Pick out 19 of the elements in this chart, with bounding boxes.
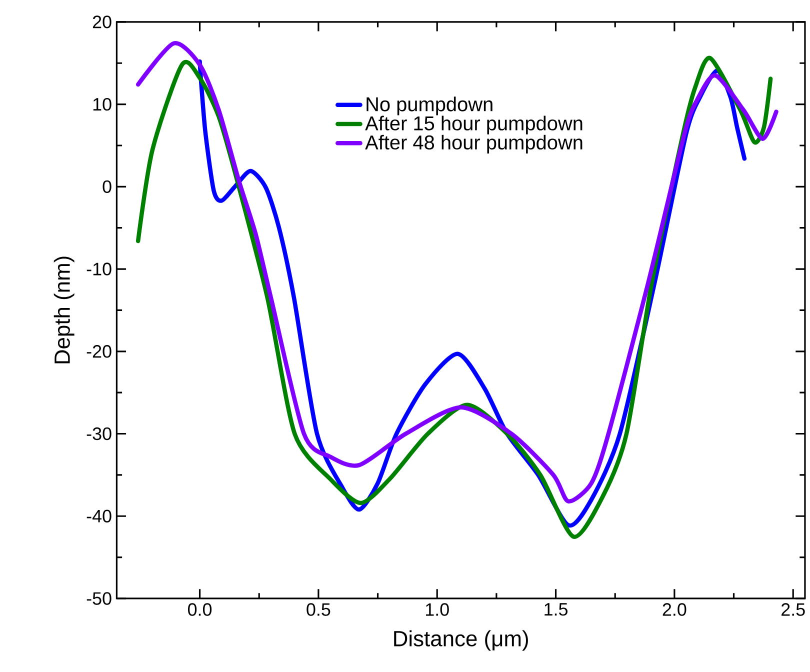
y-tick-label: -20	[86, 344, 112, 358]
legend-label: No pumpdown	[366, 96, 492, 116]
x-tick-label: 0.5	[306, 603, 330, 616]
x-axis-title: Distance (μm)	[394, 630, 528, 651]
y-tick-label: 0	[102, 180, 112, 193]
x-tick-label: 0.0	[188, 603, 212, 616]
y-tick-label: -10	[86, 262, 112, 276]
legend-label: After 48 hour pumpdown	[365, 134, 582, 154]
x-tick-label: 2.5	[782, 603, 805, 616]
y-axis-title: Depth (nm)	[54, 256, 74, 364]
y-tick-label: -50	[86, 592, 112, 605]
y-tick-label: -40	[86, 510, 112, 522]
y-tick-label: 10	[93, 98, 112, 111]
x-tick-label: 1.0	[426, 603, 449, 616]
legend-label: After 15 hour pumpdown	[365, 116, 582, 134]
y-tick-label: -30	[86, 427, 112, 440]
x-tick-label: 1.5	[544, 603, 568, 616]
x-tick-label: 2.0	[662, 603, 686, 616]
y-tick-label: 20	[92, 15, 112, 28]
